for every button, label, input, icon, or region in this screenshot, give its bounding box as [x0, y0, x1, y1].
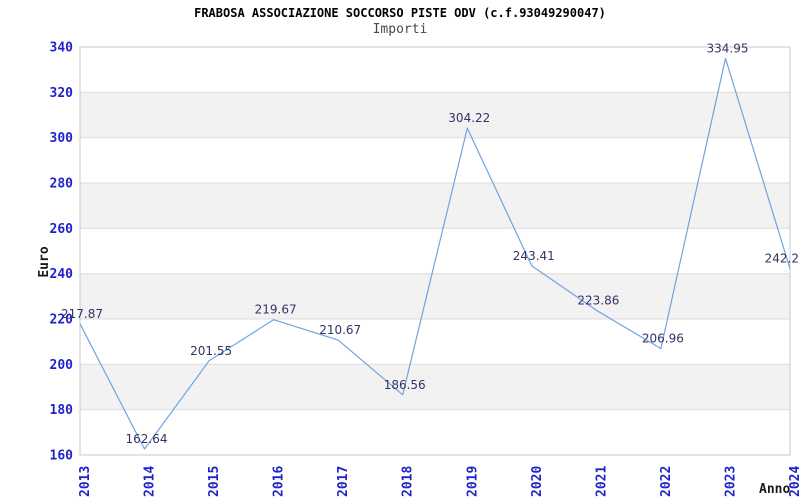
data-point-label: 162.64	[126, 432, 168, 446]
plot-band	[80, 273, 790, 319]
x-tick-label: 2022	[659, 466, 674, 497]
plot-band	[80, 92, 790, 138]
y-tick-label: 320	[50, 86, 74, 101]
x-tick-label: 2013	[78, 466, 93, 497]
data-point-label: 242.2	[765, 252, 799, 266]
y-tick-label: 160	[50, 449, 74, 464]
plot-band	[80, 409, 790, 455]
plot-band	[80, 183, 790, 229]
plot-border	[79, 46, 791, 456]
chart-subtitle: Importi	[372, 22, 428, 37]
data-line	[79, 57, 791, 450]
plot-band	[80, 137, 790, 183]
x-tick-label: 2021	[594, 466, 609, 497]
plot-band	[80, 364, 790, 410]
y-tick-label: 240	[50, 267, 74, 282]
chart-title: FRABOSA ASSOCIAZIONE SOCCORSO PISTE ODV …	[194, 6, 606, 20]
x-tick-label: 2024	[788, 466, 800, 497]
x-tick-label: 2016	[272, 466, 287, 497]
plot-band	[80, 319, 790, 365]
plot-band	[80, 47, 790, 93]
data-point-label: 243.41	[513, 249, 555, 263]
x-tick-label: 2015	[207, 466, 222, 497]
data-point-label: 304.22	[448, 111, 490, 125]
data-point-label: 217.87	[61, 307, 103, 321]
x-tick-label: 2023	[724, 466, 739, 497]
x-tick-label: 2014	[143, 466, 158, 497]
data-point-label: 206.96	[642, 332, 684, 346]
y-tick-label: 340	[50, 41, 74, 56]
x-tick-label: 2017	[336, 466, 351, 497]
plot-band	[80, 228, 790, 274]
x-tick-label: 2020	[530, 466, 545, 497]
data-point-label: 210.67	[319, 323, 361, 337]
y-tick-label: 300	[50, 131, 74, 146]
y-tick-label: 260	[50, 222, 74, 237]
data-point-label: 201.55	[190, 344, 232, 358]
data-point-label: 223.86	[577, 293, 619, 307]
data-point-label: 186.56	[384, 378, 426, 392]
data-point-label: 334.95	[707, 41, 749, 55]
y-axis-title: Euro	[37, 246, 52, 278]
x-axis-title: Anno	[759, 482, 791, 497]
y-tick-label: 220	[50, 313, 74, 328]
x-tick-label: 2019	[465, 466, 480, 497]
data-point-label: 219.67	[255, 303, 297, 317]
y-tick-label: 200	[50, 358, 74, 373]
x-tick-label: 2018	[401, 466, 416, 497]
y-tick-label: 280	[50, 177, 74, 192]
y-tick-label: 180	[50, 403, 74, 418]
